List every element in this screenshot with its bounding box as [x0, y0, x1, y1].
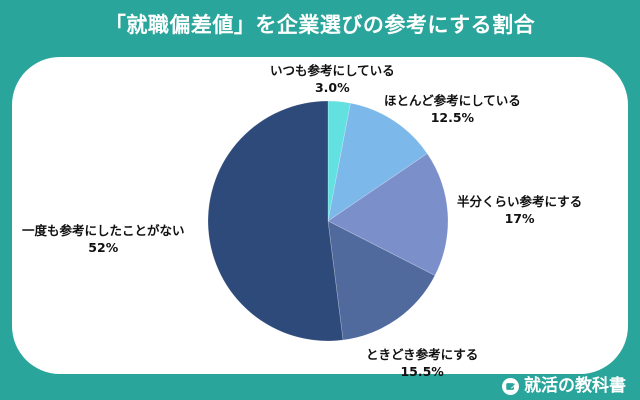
pie-slice: [207, 100, 344, 342]
slice-label-pct: 15.5%: [400, 364, 444, 379]
slice-label-never: 一度も参考にしたことがない 52%: [22, 222, 185, 256]
slice-label-pct: 52%: [88, 240, 119, 255]
slice-label-name: いつも参考にしている: [270, 63, 395, 78]
slice-label-name: ときどき参考にする: [366, 347, 479, 362]
notebook-pencil-icon: [502, 377, 519, 395]
slice-label-name: 半分くらい参考にする: [457, 194, 583, 209]
slice-label-name: ほとんど参考にしている: [384, 93, 521, 108]
brand-logo: 就活の教科書: [502, 376, 626, 396]
pie-slice: [327, 220, 436, 341]
pie-slice: [327, 100, 351, 222]
pie-slice: [327, 102, 428, 222]
slice-label-sometimes: ときどき参考にする 15.5%: [366, 346, 478, 380]
pie-slice: [327, 153, 449, 276]
slice-label-always: いつも参考にしている 3.0%: [270, 62, 395, 96]
slice-label-half: 半分くらい参考にする 17%: [457, 193, 582, 227]
brand-name: 就活の教科書: [524, 376, 626, 396]
slice-label-mostly: ほとんど参考にしている 12.5%: [384, 92, 521, 126]
slice-label-pct: 12.5%: [430, 110, 475, 125]
slice-label-pct: 3.0%: [314, 80, 350, 95]
slice-label-name: 一度も参考にしたことがない: [22, 223, 185, 238]
pie-slices: [207, 100, 449, 342]
slice-label-pct: 17%: [504, 211, 535, 226]
chart-title: 「就職偏差値」を企業選びの参考にする割合: [104, 13, 536, 37]
